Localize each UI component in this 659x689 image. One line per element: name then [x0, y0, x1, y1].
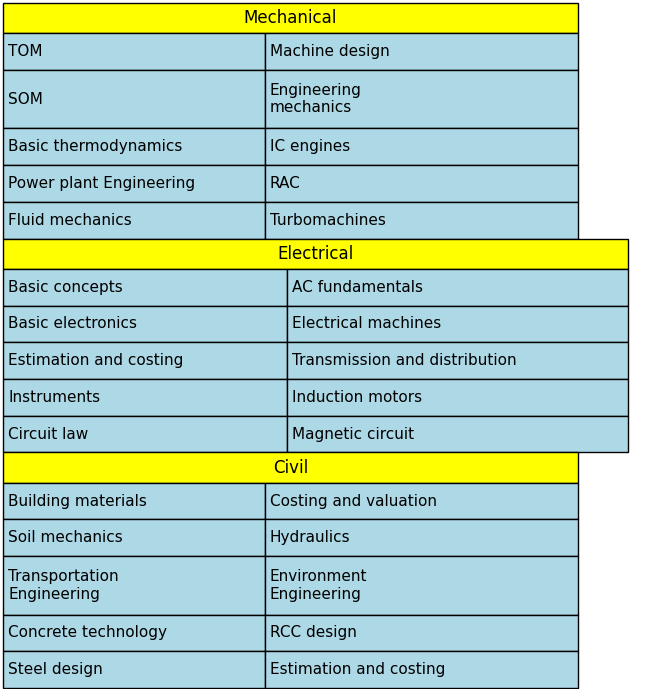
- Bar: [265, 128, 578, 165]
- Text: Steel design: Steel design: [8, 662, 103, 677]
- Text: Hydraulics: Hydraulics: [270, 531, 350, 545]
- Bar: [265, 33, 578, 70]
- Text: Mechanical: Mechanical: [244, 9, 337, 27]
- Text: Electrical: Electrical: [277, 245, 354, 263]
- Bar: [3, 269, 287, 305]
- Bar: [3, 483, 265, 520]
- Text: Basic thermodynamics: Basic thermodynamics: [8, 139, 183, 154]
- Text: Circuit law: Circuit law: [8, 426, 88, 442]
- Bar: [3, 202, 265, 238]
- Bar: [3, 651, 265, 688]
- Bar: [3, 379, 287, 415]
- Text: TOM: TOM: [8, 44, 42, 59]
- Bar: [3, 128, 265, 165]
- Bar: [265, 520, 578, 556]
- Text: Fluid mechanics: Fluid mechanics: [8, 213, 132, 227]
- Text: Civil: Civil: [273, 459, 308, 477]
- Bar: [265, 651, 578, 688]
- Text: Environment
Engineering: Environment Engineering: [270, 569, 367, 601]
- Bar: [3, 556, 265, 615]
- Bar: [3, 342, 287, 379]
- Text: RCC design: RCC design: [270, 626, 357, 640]
- Text: Basic concepts: Basic concepts: [8, 280, 123, 295]
- Text: Costing and valuation: Costing and valuation: [270, 493, 437, 508]
- Bar: [3, 33, 265, 70]
- Bar: [265, 165, 578, 202]
- Bar: [3, 305, 287, 342]
- Text: Basic electronics: Basic electronics: [8, 316, 137, 331]
- Text: Magnetic circuit: Magnetic circuit: [293, 426, 415, 442]
- Bar: [3, 165, 265, 202]
- Text: Soil mechanics: Soil mechanics: [8, 531, 123, 545]
- Text: SOM: SOM: [8, 92, 43, 107]
- Bar: [3, 615, 265, 651]
- Bar: [287, 342, 628, 379]
- Bar: [3, 70, 265, 128]
- Bar: [287, 379, 628, 415]
- Text: Induction motors: Induction motors: [293, 390, 422, 405]
- Bar: [3, 3, 578, 33]
- Text: Transportation
Engineering: Transportation Engineering: [8, 569, 119, 601]
- Text: Concrete technology: Concrete technology: [8, 626, 167, 640]
- Bar: [265, 556, 578, 615]
- Bar: [287, 305, 628, 342]
- Bar: [287, 269, 628, 305]
- Bar: [265, 615, 578, 651]
- Bar: [3, 453, 578, 483]
- Text: Engineering
mechanics: Engineering mechanics: [270, 83, 362, 115]
- Bar: [287, 415, 628, 453]
- Bar: [265, 70, 578, 128]
- Bar: [3, 520, 265, 556]
- Text: Building materials: Building materials: [8, 493, 147, 508]
- Bar: [265, 202, 578, 238]
- Text: Instruments: Instruments: [8, 390, 100, 405]
- Text: AC fundamentals: AC fundamentals: [293, 280, 423, 295]
- Text: IC engines: IC engines: [270, 139, 350, 154]
- Text: Machine design: Machine design: [270, 44, 389, 59]
- Text: Turbomachines: Turbomachines: [270, 213, 386, 227]
- Text: Electrical machines: Electrical machines: [293, 316, 442, 331]
- Text: RAC: RAC: [270, 176, 301, 191]
- Bar: [265, 483, 578, 520]
- Bar: [3, 238, 628, 269]
- Bar: [3, 415, 287, 453]
- Text: Transmission and distribution: Transmission and distribution: [293, 353, 517, 368]
- Text: Estimation and costing: Estimation and costing: [270, 662, 445, 677]
- Text: Estimation and costing: Estimation and costing: [8, 353, 183, 368]
- Text: Power plant Engineering: Power plant Engineering: [8, 176, 195, 191]
